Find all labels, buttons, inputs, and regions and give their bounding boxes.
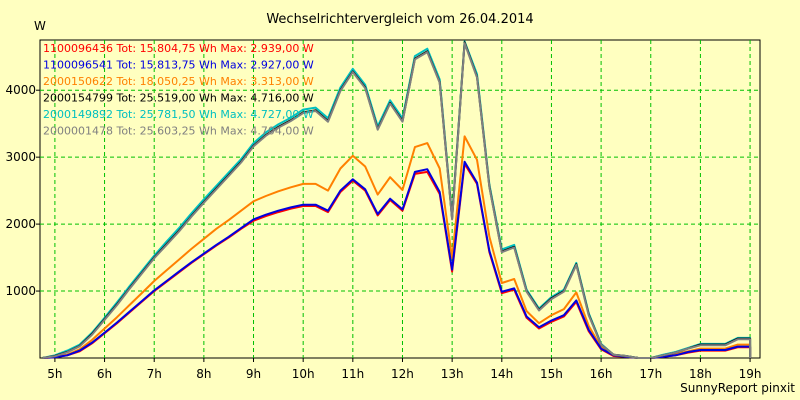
x-tick-label: 13h bbox=[441, 367, 464, 381]
legend-entry-5: 2000001478 Tot: 25.603,25 Wh Max: 4.704,… bbox=[43, 125, 314, 138]
y-tick-label: 2000 bbox=[5, 217, 36, 231]
footer-credit: SunnyReport pinxit bbox=[680, 381, 795, 395]
series-line-2 bbox=[42, 135, 752, 359]
x-tick-label: 10h bbox=[292, 367, 315, 381]
y-tick-label: 1000 bbox=[5, 284, 36, 298]
x-tick-label: 11h bbox=[341, 367, 364, 381]
x-tick-label: 5h bbox=[47, 367, 62, 381]
legend-entry-1: 1100096541 Tot: 15.813,75 Wh Max: 2.927,… bbox=[43, 59, 314, 72]
series-line-5 bbox=[42, 42, 752, 359]
series-line-4 bbox=[42, 40, 752, 359]
series-lines bbox=[42, 40, 752, 359]
series-line-3 bbox=[42, 41, 752, 359]
grid bbox=[40, 40, 760, 358]
x-tick-label: 12h bbox=[391, 367, 414, 381]
x-tick-label: 14h bbox=[490, 367, 513, 381]
legend-entry-3: 2000154799 Tot: 25.519,00 Wh Max: 4.716,… bbox=[43, 92, 314, 105]
plot-frame bbox=[39, 39, 761, 359]
y-tick-label: 3000 bbox=[5, 150, 36, 164]
y-axis-label: W bbox=[34, 19, 46, 33]
x-tick-label: 8h bbox=[196, 367, 211, 381]
x-tick-label: 6h bbox=[97, 367, 112, 381]
x-tick-label: 16h bbox=[590, 367, 613, 381]
x-tick-label: 9h bbox=[246, 367, 261, 381]
x-tick-label: 18h bbox=[689, 367, 712, 381]
legend-entry-4: 2000149892 Tot: 25.781,50 Wh Max: 4.727,… bbox=[43, 108, 314, 121]
x-tick-label: 17h bbox=[639, 367, 662, 381]
legend: 1100096436 Tot: 15.804,75 Wh Max: 2.939,… bbox=[43, 42, 314, 138]
x-tick-label: 15h bbox=[540, 367, 563, 381]
y-tick-label: 4000 bbox=[5, 83, 36, 97]
x-tick-label: 7h bbox=[147, 367, 162, 381]
chart-title: Wechselrichtervergleich vom 26.04.2014 bbox=[266, 12, 533, 27]
axes: 1000 2000 3000 4000 5h 6h 7h 8h 9h 10h 11h 12h 13h 14… bbox=[5, 83, 761, 381]
legend-entry-2: 2000150622 Tot: 18.050,25 Wh Max: 3.313,… bbox=[43, 75, 314, 88]
x-tick-label: 19h bbox=[739, 367, 762, 381]
legend-entry-0: 1100096436 Tot: 15.804,75 Wh Max: 2.939,… bbox=[43, 42, 314, 55]
series-line-1 bbox=[42, 160, 752, 359]
